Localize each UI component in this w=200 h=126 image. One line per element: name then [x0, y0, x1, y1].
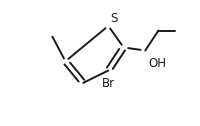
Text: Br: Br [101, 77, 114, 90]
Text: S: S [110, 12, 117, 25]
Text: OH: OH [148, 57, 166, 70]
